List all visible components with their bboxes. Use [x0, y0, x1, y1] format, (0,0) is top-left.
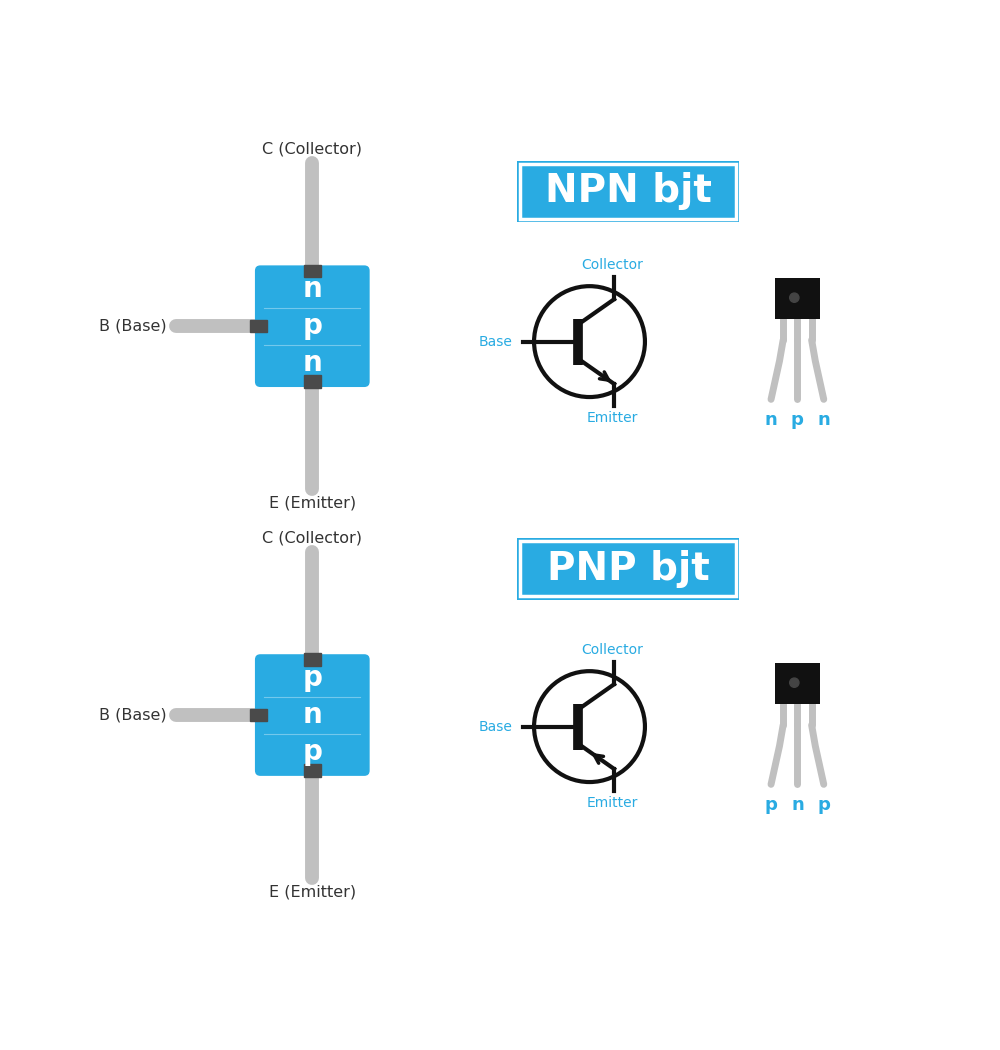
Text: p: p — [817, 796, 830, 814]
FancyBboxPatch shape — [520, 541, 736, 596]
Bar — [775, 278, 820, 318]
Text: E (Emitter): E (Emitter) — [269, 884, 356, 900]
Text: Base: Base — [479, 719, 512, 734]
FancyBboxPatch shape — [255, 654, 370, 776]
Text: B (Base): B (Base) — [99, 319, 166, 334]
Text: PNP bjt: PNP bjt — [547, 550, 709, 588]
Text: n: n — [302, 350, 322, 377]
Text: C (Collector): C (Collector) — [262, 530, 362, 546]
Bar — [304, 265, 321, 277]
Text: Emitter: Emitter — [587, 796, 638, 810]
FancyBboxPatch shape — [517, 161, 739, 223]
Text: p: p — [791, 411, 804, 428]
Text: E (Emitter): E (Emitter) — [269, 496, 356, 510]
Text: NPN bjt: NPN bjt — [545, 172, 711, 210]
Text: Collector: Collector — [582, 644, 644, 657]
FancyBboxPatch shape — [255, 266, 370, 387]
Text: n: n — [302, 701, 322, 729]
Bar — [304, 764, 321, 777]
Text: n: n — [791, 796, 804, 814]
Text: Collector: Collector — [582, 258, 644, 272]
Bar — [304, 376, 321, 387]
Text: C (Collector): C (Collector) — [262, 142, 362, 156]
FancyBboxPatch shape — [517, 538, 739, 600]
Bar — [250, 709, 267, 721]
Text: n: n — [765, 411, 777, 428]
Text: p: p — [302, 312, 322, 340]
Bar — [775, 664, 820, 704]
Text: Base: Base — [479, 335, 512, 349]
Text: p: p — [302, 738, 322, 766]
Bar — [304, 653, 321, 666]
Text: p: p — [302, 664, 322, 692]
Text: Emitter: Emitter — [587, 411, 638, 425]
Bar — [250, 320, 267, 333]
Circle shape — [790, 293, 799, 302]
Text: B (Base): B (Base) — [99, 708, 166, 722]
Text: n: n — [302, 275, 322, 303]
Text: n: n — [817, 411, 830, 428]
Text: p: p — [765, 796, 777, 814]
FancyBboxPatch shape — [520, 164, 736, 219]
Circle shape — [790, 678, 799, 688]
